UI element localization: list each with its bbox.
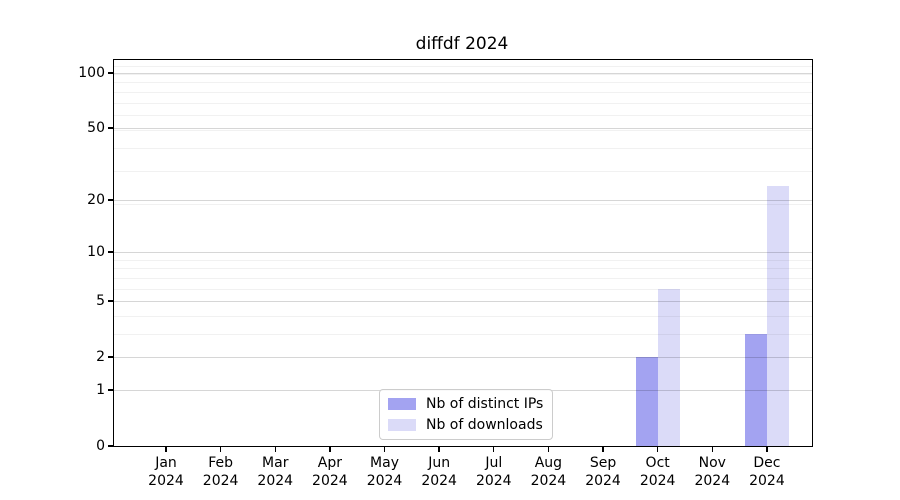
- gridline-major: [114, 357, 812, 359]
- gridline-minor: [114, 129, 812, 131]
- legend-item-distinct-ips: Nb of distinct IPs: [388, 396, 543, 412]
- y-tick-label: 20: [87, 191, 105, 208]
- bar-distinct-ips-dec: [744, 333, 767, 446]
- y-tick: [108, 251, 113, 253]
- legend-item-downloads: Nb of downloads: [388, 417, 543, 433]
- chart-title: diffdf 2024: [415, 34, 509, 54]
- legend-label-downloads: Nb of downloads: [426, 417, 543, 433]
- y-tick-label: 1: [96, 381, 105, 398]
- y-tick: [108, 72, 113, 74]
- y-tick: [108, 300, 113, 302]
- gridline-minor: [114, 91, 812, 93]
- x-tick: [274, 447, 276, 452]
- legend-label-distinct-ips: Nb of distinct IPs: [426, 396, 544, 412]
- x-tick-label: Apr 2024: [312, 455, 348, 489]
- x-tick: [493, 447, 495, 452]
- gridline-minor: [114, 203, 812, 205]
- bar-downloads-dec: [766, 185, 789, 446]
- gridline-minor: [114, 171, 812, 173]
- x-tick-label: Oct 2024: [639, 455, 676, 489]
- bar-distinct-ips-oct: [635, 357, 658, 446]
- gridline-minor: [114, 73, 812, 75]
- x-tick-label: Jul 2024: [475, 455, 512, 489]
- gridline-minor: [114, 66, 812, 68]
- y-tick: [108, 445, 113, 447]
- gridline-minor: [114, 82, 812, 84]
- gridline-minor: [114, 277, 812, 279]
- x-tick-label: Dec 2024: [749, 455, 785, 489]
- y-tick-label: 0: [96, 438, 105, 454]
- x-tick: [602, 447, 604, 452]
- gridline-major: [114, 128, 812, 130]
- x-tick: [656, 447, 659, 452]
- gridline-minor: [114, 147, 812, 149]
- legend-swatch-distinct-ips: [388, 398, 416, 410]
- y-tick-label: 10: [87, 244, 105, 261]
- x-tick: [766, 447, 768, 452]
- x-tick-label: Mar 2024: [257, 455, 294, 489]
- y-tick: [108, 199, 113, 201]
- x-tick-label: Nov 2024: [694, 455, 731, 489]
- x-tick: [438, 447, 440, 452]
- gridline-minor: [114, 268, 812, 270]
- gridline-major: [114, 252, 812, 254]
- y-tick-label: 2: [96, 349, 105, 366]
- legend-swatch-downloads: [388, 419, 416, 431]
- x-tick: [711, 447, 713, 452]
- gridline-minor: [114, 333, 812, 335]
- y-tick: [108, 127, 113, 129]
- legend: Nb of distinct IPs Nb of downloads: [379, 389, 554, 440]
- x-tick-label: Jun 2024: [421, 455, 457, 489]
- plot-area: Nb of distinct IPs Nb of downloads 0 1 2 5 1…: [78, 59, 813, 489]
- x-tick-label: Jan 2024: [148, 455, 184, 489]
- x-tick: [165, 447, 167, 452]
- x-tick-label: Sep 2024: [585, 455, 621, 489]
- x-tick-label: Feb 2024: [202, 455, 239, 489]
- y-tick: [108, 356, 113, 358]
- gridline-minor: [114, 259, 812, 261]
- y-tick: [108, 389, 113, 391]
- x-tick-label: May 2024: [366, 455, 403, 489]
- x-tick: [383, 447, 386, 452]
- gridline-major: [114, 199, 812, 201]
- gridline-major: [114, 301, 812, 303]
- gridline-major: [114, 72, 812, 74]
- gridline-minor: [114, 315, 812, 317]
- gridline-minor: [114, 102, 812, 104]
- bar-downloads-oct: [657, 288, 680, 446]
- x-tick: [219, 447, 222, 452]
- gridline-minor: [114, 115, 812, 117]
- y-tick-label: 100: [78, 64, 105, 81]
- gridline-minor: [114, 288, 812, 290]
- x-tick: [547, 447, 550, 452]
- x-tick: [329, 447, 331, 452]
- y-tick-label: 50: [87, 120, 105, 137]
- y-tick-label: 5: [96, 293, 105, 310]
- x-tick-label: Aug 2024: [530, 455, 567, 489]
